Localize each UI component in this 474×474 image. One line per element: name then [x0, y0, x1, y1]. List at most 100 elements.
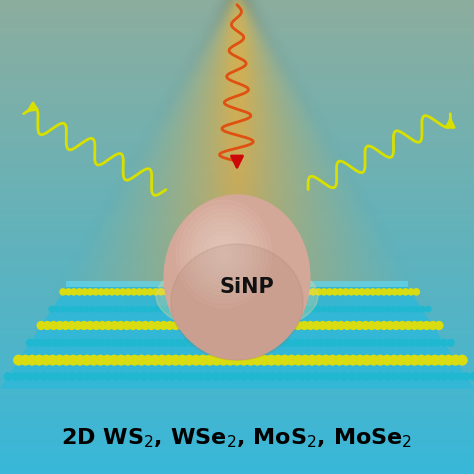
Circle shape — [373, 306, 379, 313]
Circle shape — [401, 306, 408, 313]
Circle shape — [91, 321, 101, 330]
Circle shape — [409, 355, 420, 365]
Circle shape — [402, 288, 410, 296]
Circle shape — [319, 372, 327, 381]
Circle shape — [337, 321, 346, 330]
Circle shape — [326, 306, 333, 313]
Circle shape — [279, 355, 290, 365]
Circle shape — [440, 338, 448, 347]
Circle shape — [324, 321, 333, 330]
Circle shape — [362, 372, 370, 381]
Circle shape — [163, 355, 174, 365]
Circle shape — [245, 355, 256, 365]
Circle shape — [434, 321, 444, 330]
Circle shape — [95, 306, 101, 313]
Circle shape — [219, 372, 227, 381]
Circle shape — [106, 306, 113, 313]
Circle shape — [161, 372, 170, 381]
Circle shape — [123, 338, 131, 347]
Circle shape — [320, 288, 328, 296]
Circle shape — [191, 355, 201, 365]
Circle shape — [116, 338, 125, 347]
Circle shape — [141, 321, 150, 330]
Circle shape — [61, 355, 72, 365]
Circle shape — [369, 288, 377, 296]
Circle shape — [225, 355, 236, 365]
Circle shape — [118, 306, 125, 313]
Circle shape — [211, 372, 220, 381]
Circle shape — [32, 372, 41, 381]
Circle shape — [147, 306, 154, 313]
Circle shape — [231, 355, 243, 365]
Circle shape — [118, 372, 127, 381]
Circle shape — [304, 338, 312, 347]
Circle shape — [52, 338, 60, 347]
Circle shape — [287, 321, 297, 330]
Circle shape — [4, 372, 12, 381]
Circle shape — [204, 372, 213, 381]
Circle shape — [457, 355, 468, 365]
Circle shape — [197, 372, 206, 381]
Circle shape — [275, 372, 284, 381]
Circle shape — [355, 306, 362, 313]
Circle shape — [152, 288, 159, 296]
Circle shape — [392, 321, 401, 330]
Circle shape — [355, 321, 364, 330]
Circle shape — [443, 355, 454, 365]
Circle shape — [226, 372, 234, 381]
Circle shape — [395, 338, 403, 347]
Circle shape — [79, 321, 89, 330]
Circle shape — [426, 372, 435, 381]
Circle shape — [39, 372, 48, 381]
Ellipse shape — [184, 209, 264, 299]
Circle shape — [40, 355, 51, 365]
Circle shape — [338, 306, 345, 313]
Circle shape — [344, 306, 350, 313]
Circle shape — [11, 372, 19, 381]
Circle shape — [13, 355, 24, 365]
Circle shape — [181, 338, 190, 347]
Circle shape — [311, 372, 320, 381]
Circle shape — [310, 338, 319, 347]
Ellipse shape — [216, 245, 232, 263]
Circle shape — [34, 355, 45, 365]
Circle shape — [163, 288, 170, 296]
Circle shape — [331, 288, 338, 296]
Circle shape — [401, 338, 410, 347]
Circle shape — [388, 338, 397, 347]
Circle shape — [146, 321, 156, 330]
Circle shape — [74, 355, 85, 365]
Circle shape — [86, 288, 94, 296]
Circle shape — [182, 372, 191, 381]
Circle shape — [389, 355, 400, 365]
Circle shape — [298, 338, 306, 347]
Circle shape — [268, 372, 277, 381]
Circle shape — [60, 306, 67, 313]
Circle shape — [102, 355, 113, 365]
Circle shape — [95, 355, 106, 365]
Circle shape — [116, 321, 125, 330]
Circle shape — [318, 321, 328, 330]
Circle shape — [337, 288, 344, 296]
Circle shape — [149, 338, 157, 347]
Circle shape — [194, 338, 202, 347]
Circle shape — [313, 355, 324, 365]
Circle shape — [297, 306, 304, 313]
Circle shape — [411, 372, 420, 381]
Circle shape — [407, 306, 414, 313]
Ellipse shape — [192, 218, 255, 290]
Circle shape — [297, 372, 306, 381]
Circle shape — [103, 288, 110, 296]
Circle shape — [48, 306, 55, 313]
Circle shape — [43, 321, 52, 330]
Circle shape — [104, 321, 113, 330]
Circle shape — [375, 355, 386, 365]
Circle shape — [66, 306, 73, 313]
Circle shape — [397, 372, 406, 381]
Circle shape — [413, 306, 420, 313]
Circle shape — [434, 338, 442, 347]
Circle shape — [367, 306, 374, 313]
Circle shape — [64, 338, 73, 347]
Circle shape — [18, 372, 27, 381]
Circle shape — [159, 321, 168, 330]
